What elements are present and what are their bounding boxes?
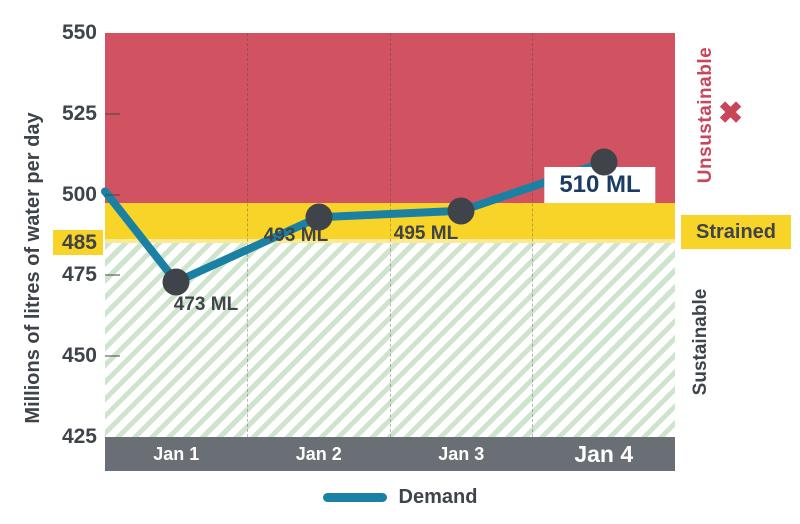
y-tick-label: 450 xyxy=(61,344,97,368)
vertical-gridline xyxy=(247,33,248,437)
zone-strained xyxy=(105,202,675,244)
demand-line xyxy=(101,158,608,286)
y-tick-label: 550 xyxy=(61,21,97,44)
vertical-gridline xyxy=(532,33,533,437)
data-label-jan-2: 493 ML xyxy=(263,225,329,246)
y-tick-label: 425 xyxy=(61,425,97,448)
x-axis-label-jan-2: Jan 2 xyxy=(295,443,342,464)
legend: Demand xyxy=(0,486,800,509)
vertical-gridline xyxy=(390,33,391,437)
x-axis-label-jan-1: Jan 1 xyxy=(153,443,200,464)
y-tick-label: 475 xyxy=(61,263,97,287)
cross-icon: ✖ xyxy=(718,97,744,130)
x-axis-label-jan-4: Jan 4 xyxy=(574,440,634,467)
x-axis-band: Jan 1 Jan 2 Jan 3 Jan 4 xyxy=(105,437,675,471)
sustainable-zone-label: Sustainable xyxy=(690,288,711,396)
y-tick-label: 500 xyxy=(61,182,97,206)
data-point xyxy=(447,197,475,225)
y-axis: Millions of litres of water per day 550 5… xyxy=(0,21,103,448)
data-label-jan-3: 495 ML xyxy=(393,223,459,244)
y-tick-label: 485 xyxy=(0,230,103,256)
y-tick-mark xyxy=(105,274,120,277)
x-axis-label-jan-3: Jan 3 xyxy=(438,443,485,464)
demand-line-swatch xyxy=(322,493,387,502)
data-point xyxy=(305,203,333,231)
y-tick-mark xyxy=(105,112,120,115)
data-point xyxy=(162,268,190,296)
data-label-jan-1: 473 ML xyxy=(173,294,239,315)
plot-area: 473 ML 493 ML 495 ML 510 ML xyxy=(101,33,675,437)
unsustainable-zone-label: Unsustainable xyxy=(695,46,716,184)
data-point xyxy=(590,148,618,176)
y-tick-label: 525 xyxy=(61,101,97,125)
y-tick-mark xyxy=(105,193,120,196)
strained-zone-label: Strained xyxy=(681,215,791,249)
y-tick-mark xyxy=(105,355,120,358)
legend-label-demand: Demand xyxy=(398,486,478,508)
